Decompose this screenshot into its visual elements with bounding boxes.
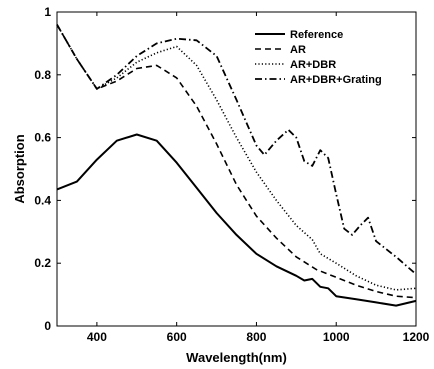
x-axis-label: Wavelength(nm) [186, 350, 287, 365]
y-tick-label: 0.2 [34, 256, 51, 270]
x-tick-label: 1200 [403, 330, 430, 344]
y-tick-label: 0 [44, 319, 51, 333]
x-tick-label: 600 [167, 330, 187, 344]
series-line-4 [56, 24, 417, 275]
legend-label-2: AR [290, 44, 306, 56]
y-tick-label: 0.6 [34, 131, 51, 145]
series-line-1 [56, 133, 417, 307]
y-axis-label: Absorption [12, 134, 27, 203]
x-tick-label: 400 [87, 330, 107, 344]
legend-label-1: Reference [290, 29, 343, 41]
x-tick-label: 800 [246, 330, 266, 344]
plot-frame [56, 11, 417, 327]
series-line-3 [56, 24, 417, 291]
legend: Reference AR AR+DBR AR+DBR+Grating [255, 29, 382, 86]
x-tick-label: 1000 [323, 330, 350, 344]
legend-label-3: AR+DBR [290, 59, 336, 71]
y-tick-label: 1 [44, 5, 51, 19]
legend-label-4: AR+DBR+Grating [290, 74, 382, 86]
y-tick-label: 0.8 [34, 68, 51, 82]
plot-lines [56, 24, 417, 307]
axis-ticks: 400 600 800 1000 1200 0 0.2 0.4 0.6 0.8 1 [34, 5, 429, 344]
y-tick-label: 0.4 [34, 193, 51, 207]
